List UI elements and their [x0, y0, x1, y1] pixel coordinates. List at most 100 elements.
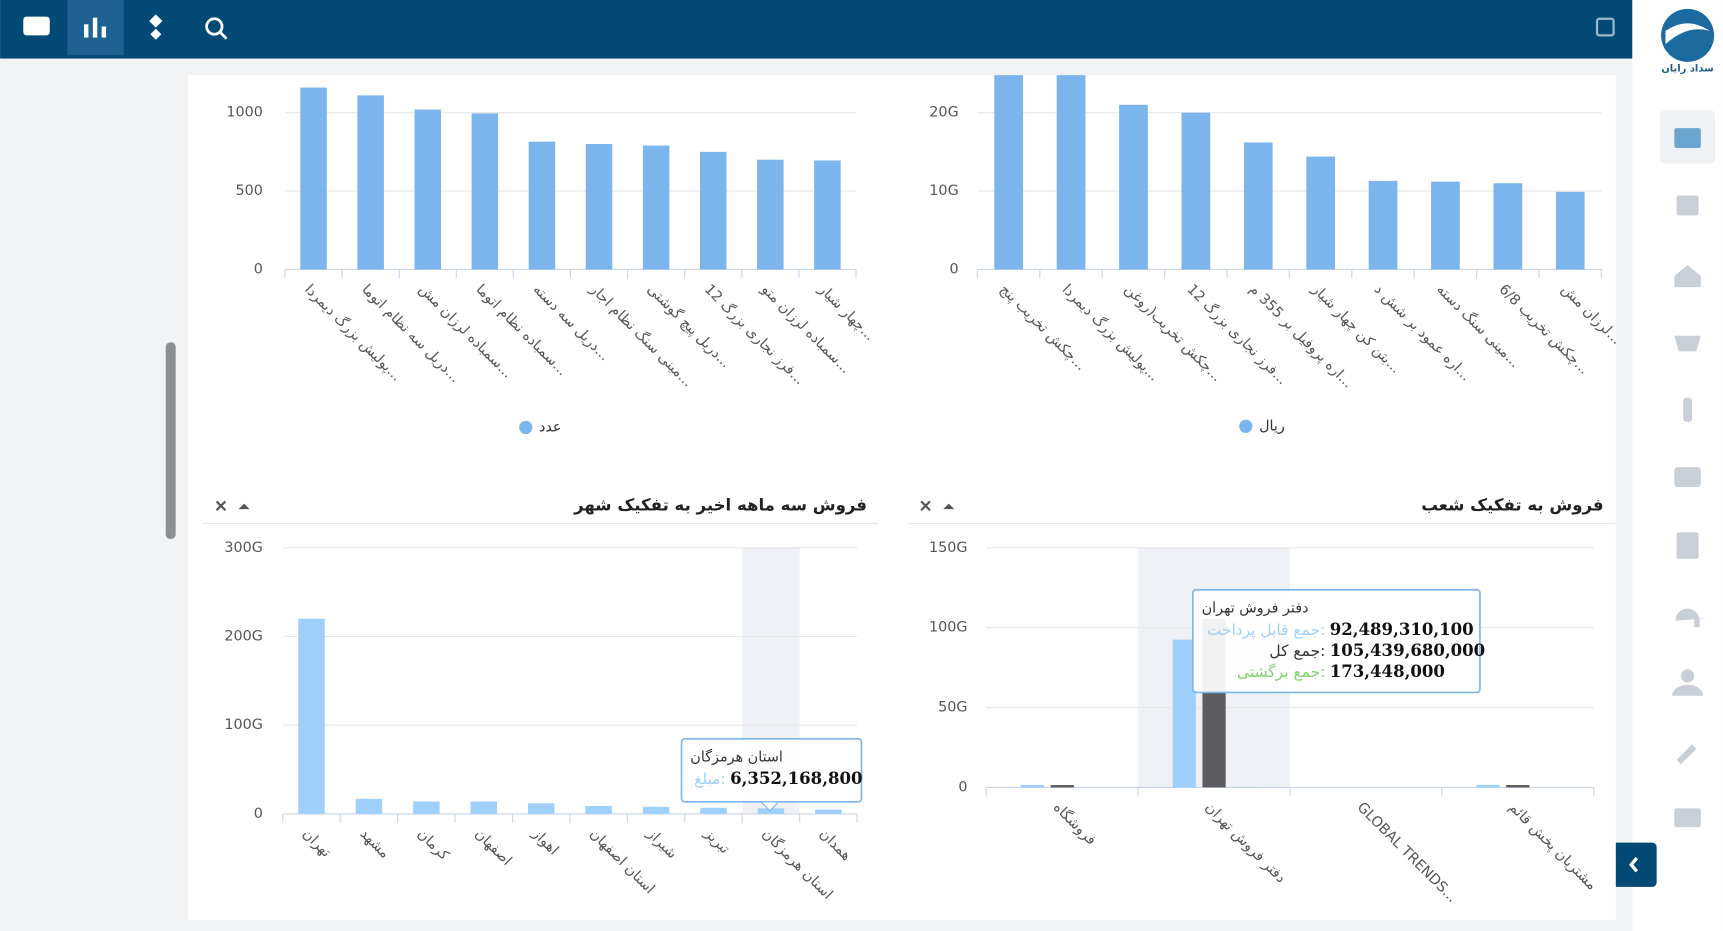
- y-tick-label: 0: [254, 806, 263, 822]
- menu-support[interactable]: [1675, 608, 1708, 628]
- window-icon[interactable]: [1595, 17, 1615, 37]
- scrollbar[interactable]: [165, 342, 176, 539]
- chart-title: فروش به تفکیک شعب: [1421, 495, 1603, 515]
- y-tick-label: 0: [254, 261, 263, 277]
- menu-mail[interactable]: [1674, 808, 1701, 828]
- bar: [413, 801, 440, 814]
- tooltip-label: مبلغ:: [694, 770, 726, 789]
- y-tick-label: 10G: [929, 183, 958, 199]
- close-icon[interactable]: [215, 500, 227, 512]
- menu-wallet[interactable]: [1674, 467, 1701, 488]
- bar: [699, 151, 727, 270]
- bar: [1476, 784, 1500, 788]
- bar: [1056, 75, 1086, 270]
- close-icon[interactable]: [920, 500, 931, 512]
- nodes-icon[interactable]: [149, 14, 163, 40]
- bar: [1493, 183, 1523, 270]
- y-tick-label: 50G: [938, 700, 967, 716]
- bar: [414, 109, 442, 270]
- legend-marker: [519, 420, 533, 435]
- bar: [757, 808, 785, 814]
- chart-icon-bar: [92, 17, 98, 38]
- menu-dashboard[interactable]: [1676, 195, 1699, 216]
- bar: [1306, 156, 1336, 270]
- search-icon[interactable]: [205, 17, 224, 36]
- panel: [187, 75, 1616, 920]
- bar: [585, 144, 613, 270]
- bar: [1431, 181, 1460, 270]
- bar: [1555, 191, 1585, 270]
- bar: [357, 95, 384, 270]
- y-tick-label: 100G: [224, 717, 263, 733]
- tooltip-pointer: [759, 801, 781, 812]
- bar: [470, 801, 498, 814]
- legend-marker: [1239, 419, 1253, 433]
- bar: [1172, 639, 1196, 788]
- bar: [642, 145, 670, 270]
- collapse-icon[interactable]: [238, 503, 250, 510]
- menu-users-body: [1672, 684, 1704, 696]
- logo-swoosh: [1665, 23, 1710, 45]
- bar: [994, 75, 1024, 270]
- y-tick-label: 0: [958, 779, 967, 795]
- tooltip-value: 92,489,310,100: [1330, 619, 1474, 639]
- chart-title: فروش سه ماهه اخیر به تفکیک شهر: [573, 495, 867, 515]
- bar: [1368, 180, 1398, 270]
- bar: [814, 160, 841, 270]
- top-bar: [0, 0, 1633, 59]
- menu-money[interactable]: [1683, 397, 1693, 422]
- bar: [757, 159, 784, 270]
- bar: [528, 141, 556, 270]
- bar: [527, 803, 555, 814]
- y-tick-label: 100G: [929, 620, 968, 636]
- menu-favorites[interactable]: [1674, 128, 1701, 148]
- menu-users[interactable]: [1680, 669, 1695, 683]
- bar: [642, 806, 670, 814]
- chart-icon-bar: [101, 26, 107, 38]
- bar: [700, 807, 727, 814]
- tooltip: [1191, 588, 1481, 694]
- y-tick-label: 0: [950, 261, 959, 277]
- tooltip-value: 6,352,168,800: [730, 768, 862, 788]
- y-tick-label: 200G: [224, 628, 263, 644]
- bar: [355, 798, 383, 814]
- sidebar-icons[interactable]: [1672, 128, 1708, 828]
- legend-label: ریال: [1259, 418, 1285, 434]
- bar: [585, 805, 612, 814]
- collapse-button[interactable]: [1611, 842, 1657, 887]
- bar: [300, 87, 327, 270]
- chart-icon[interactable]: [84, 24, 89, 38]
- y-tick-label: 150G: [929, 540, 968, 556]
- bar: [815, 809, 842, 814]
- y-tick-label: 300G: [224, 540, 263, 556]
- bar: [1181, 112, 1211, 270]
- menu-calculator[interactable]: [1676, 532, 1699, 559]
- tooltip-label: جمع قابل پرداخت:: [1207, 621, 1326, 640]
- legend-label: عدد: [539, 419, 561, 435]
- bar: [1506, 785, 1530, 788]
- bar: [471, 113, 499, 270]
- y-tick-label: 1000: [226, 105, 263, 121]
- bar: [1050, 785, 1074, 788]
- tooltip-title: دفتر فروش تهران: [1202, 601, 1309, 617]
- collapse-chevron: [1629, 857, 1639, 873]
- search-handle: [218, 31, 228, 40]
- tooltip-label: جمع کل:: [1269, 642, 1325, 661]
- tooltip-title: استان هرمزگان: [690, 749, 783, 766]
- menu-basket[interactable]: [1674, 335, 1701, 352]
- bar: [1243, 142, 1273, 270]
- logo-text: سداد رایان: [1661, 63, 1713, 74]
- tooltip-label: جمع برگشتی:: [1237, 663, 1325, 682]
- y-tick-label: 20G: [929, 105, 958, 121]
- collapse-icon[interactable]: [943, 503, 955, 510]
- top-icons[interactable]: [23, 14, 1615, 40]
- y-tick-label: 500: [236, 183, 263, 199]
- menu-tools[interactable]: [1676, 744, 1697, 765]
- bar: [1020, 785, 1045, 788]
- logo: [1661, 8, 1715, 62]
- chat-icon[interactable]: [23, 16, 50, 36]
- tooltip-value: 173,448,000: [1330, 661, 1445, 681]
- bar: [298, 618, 325, 814]
- bar: [1119, 104, 1148, 270]
